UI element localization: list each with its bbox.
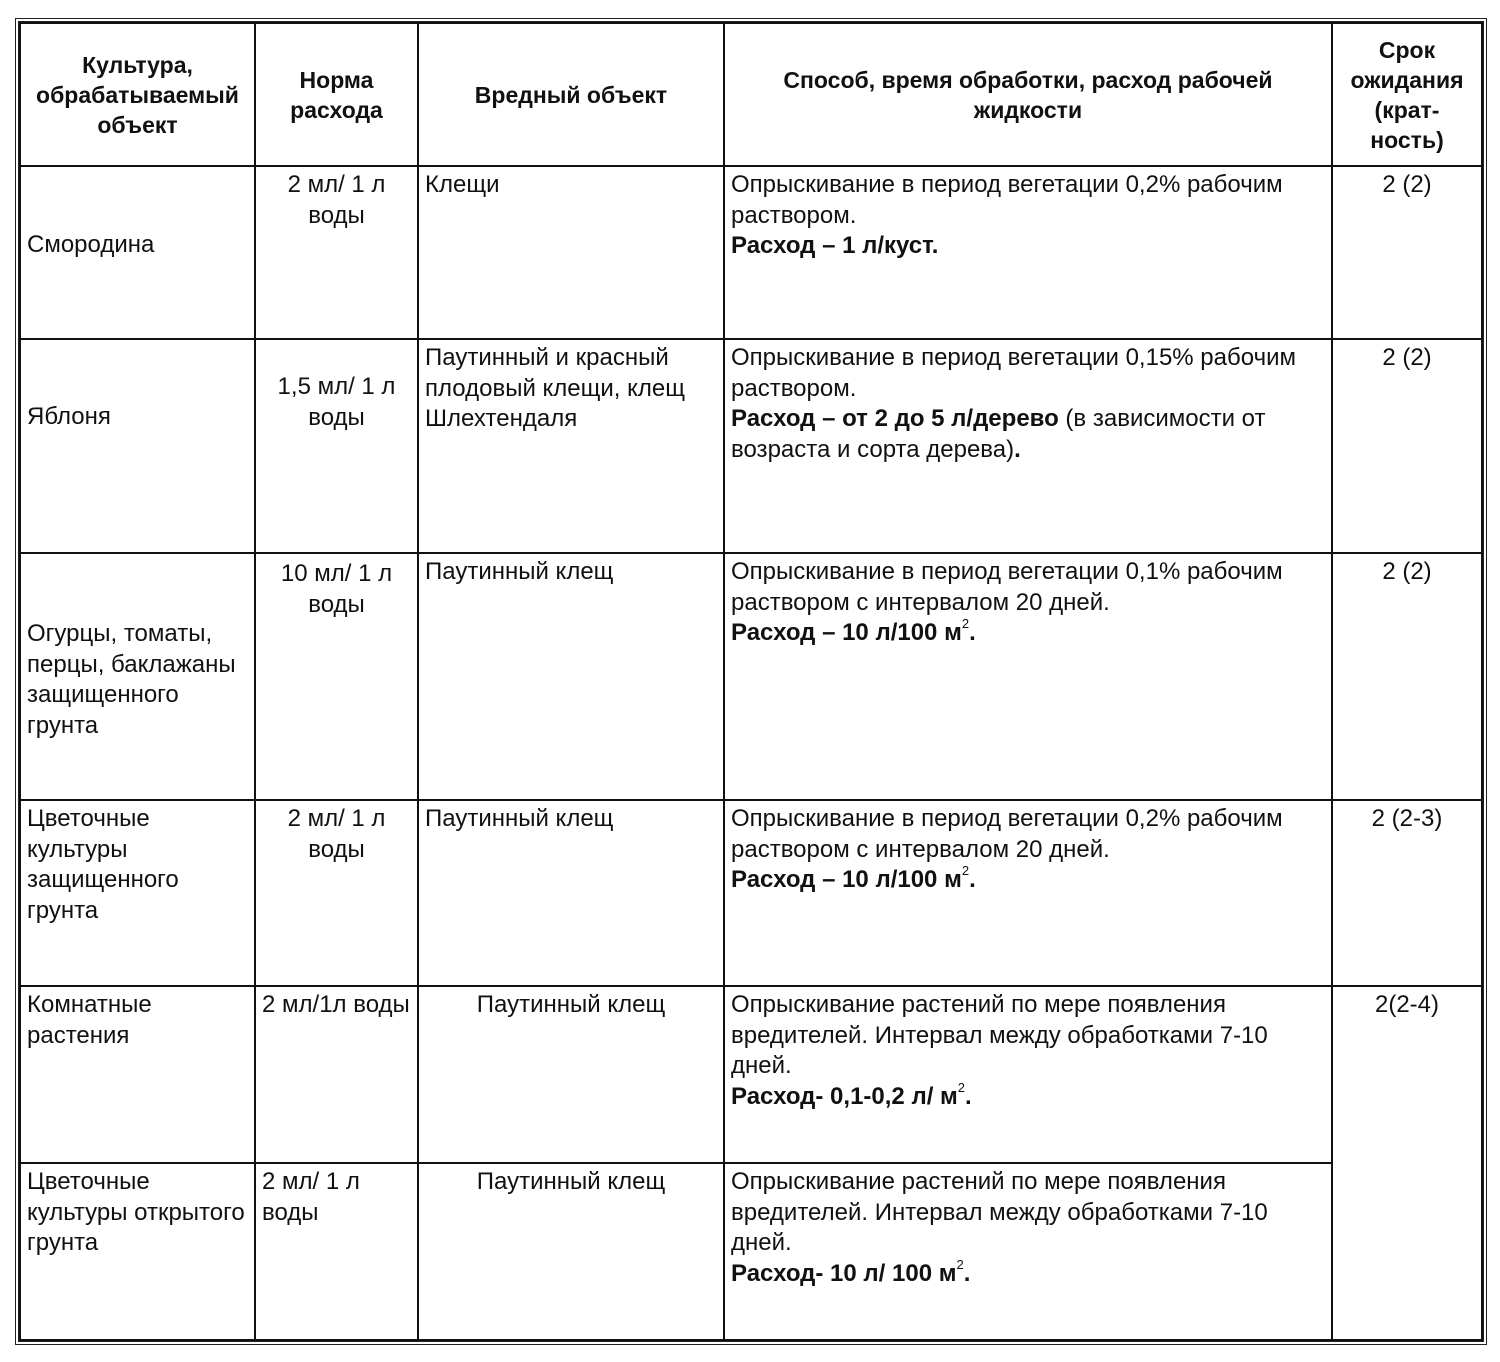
table-row: Огурцы, томаты, перцы, баклажаны защищен… — [19, 552, 1483, 801]
wait-cell: 2 (2) — [1331, 165, 1483, 340]
pest-cell: Клещи — [417, 165, 725, 340]
header-row: Культура, обрабатываемый объект Норма ра… — [19, 22, 1483, 167]
culture-cell: Яблоня — [19, 338, 256, 554]
method-cell: Опрыскивание в период вегетации 0,2% раб… — [723, 799, 1333, 987]
wait-cell: 2 (2) — [1331, 552, 1483, 801]
method-cell: Опрыскивание растений по мере появления … — [723, 1162, 1333, 1341]
superscript: 2 — [956, 1256, 964, 1272]
treatment-table-frame: Культура, обрабатываемый объект Норма ра… — [15, 18, 1487, 1345]
method-text: Опрыскивание в период вегетации 0,15% ра… — [731, 344, 1296, 402]
norm-cell: 1,5 мл/ 1 л воды — [254, 338, 419, 554]
pest-cell: Паутинный клещ — [417, 799, 725, 987]
method-text: Опрыскивание в период вегетации 0,1% раб… — [731, 558, 1283, 616]
consumption-text: Расход – 10 л/100 м — [731, 619, 962, 646]
table-row: Цветочные культуры защищенного грунта 2 … — [19, 799, 1483, 987]
consumption-note: (в зависимости от возраста и сорта дерев… — [731, 405, 1266, 463]
culture-cell: Комнатные растения — [19, 985, 256, 1164]
wait-cell: 2 (2) — [1331, 338, 1483, 554]
method-cell: Опрыскивание в период вегетации 0,15% ра… — [723, 338, 1333, 554]
consumption-end: . — [963, 1259, 971, 1287]
header-norm: Норма расхода — [254, 22, 419, 167]
header-wait: Срок ожидания (крат-ность) — [1331, 22, 1483, 167]
method-text: Опрыскивание растений по мере появления … — [731, 1168, 1268, 1256]
superscript: 2 — [961, 863, 970, 878]
consumption-end: . — [969, 866, 976, 893]
consumption-text: Расход – 10 л/100 м — [731, 866, 962, 893]
table-row: Комнатные растения 2 мл/1л воды Паутинны… — [19, 985, 1483, 1341]
norm-cell: 10 мл/ 1 л воды — [254, 552, 419, 801]
table-row: Цветочные культуры открытого грунта 2 мл… — [19, 1162, 1482, 1341]
pest-cell: Паутинный и красный плодовый клещи, клещ… — [417, 338, 725, 554]
table-row: Яблоня 1,5 мл/ 1 л воды Паутинный и крас… — [19, 338, 1483, 554]
header-method: Способ, время обработки, расход рабочей … — [723, 22, 1333, 167]
pest-cell: Паутинный клещ — [417, 552, 725, 801]
header-pest: Вредный объект — [417, 22, 725, 167]
treatment-table: Культура, обрабатываемый объект Норма ра… — [19, 22, 1483, 1341]
superscript: 2 — [961, 616, 970, 631]
consumption-text: Расход- 0,1-0,2 л/ м — [731, 1082, 958, 1110]
culture-cell: Цветочные культуры открытого грунта — [19, 1162, 256, 1341]
culture-cell: Огурцы, томаты, перцы, баклажаны защищен… — [19, 552, 256, 801]
superscript: 2 — [957, 1079, 966, 1095]
consumption-end: . — [969, 619, 976, 646]
pest-cell: Паутинный клещ — [417, 985, 725, 1164]
method-cell: Опрыскивание в период вегетации 0,1% раб… — [723, 552, 1333, 801]
norm-cell: 2 мл/ 1 л воды — [254, 165, 419, 340]
consumption-text: Расход – от 2 до 5 л/дерево — [731, 405, 1059, 432]
consumption-end: . — [965, 1082, 972, 1110]
table-row: Смородина 2 мл/ 1 л воды Клещи Опрыскива… — [19, 165, 1483, 340]
method-cell: Опрыскивание в период вегетации 0,2% раб… — [723, 165, 1333, 340]
norm-cell: 2 мл/1л воды — [254, 985, 419, 1164]
pest-cell: Паутинный клещ — [417, 1162, 725, 1341]
header-culture: Культура, обрабатываемый объект — [19, 22, 256, 167]
method-text: Опрыскивание в период вегетации 0,2% раб… — [731, 805, 1283, 863]
method-cell: Опрыскивание растений по мере появления … — [723, 985, 1333, 1164]
method-text: Опрыскивание в период вегетации 0,2% раб… — [731, 171, 1283, 229]
culture-cell: Смородина — [19, 165, 256, 340]
norm-cell: 2 мл/ 1 л воды — [254, 1162, 419, 1341]
method-text: Опрыскивание растений по мере появления … — [731, 991, 1268, 1079]
wait-cell: 2(2-4) — [1331, 985, 1483, 1341]
culture-cell: Цветочные культуры защищенного грунта — [19, 799, 256, 987]
wait-cell: 2 (2-3) — [1331, 799, 1483, 987]
consumption-end: . — [1014, 435, 1021, 463]
consumption-text: Расход- 10 л/ 100 м — [731, 1259, 957, 1287]
consumption-text: Расход – 1 л/куст. — [731, 232, 939, 259]
norm-cell: 2 мл/ 1 л воды — [254, 799, 419, 987]
